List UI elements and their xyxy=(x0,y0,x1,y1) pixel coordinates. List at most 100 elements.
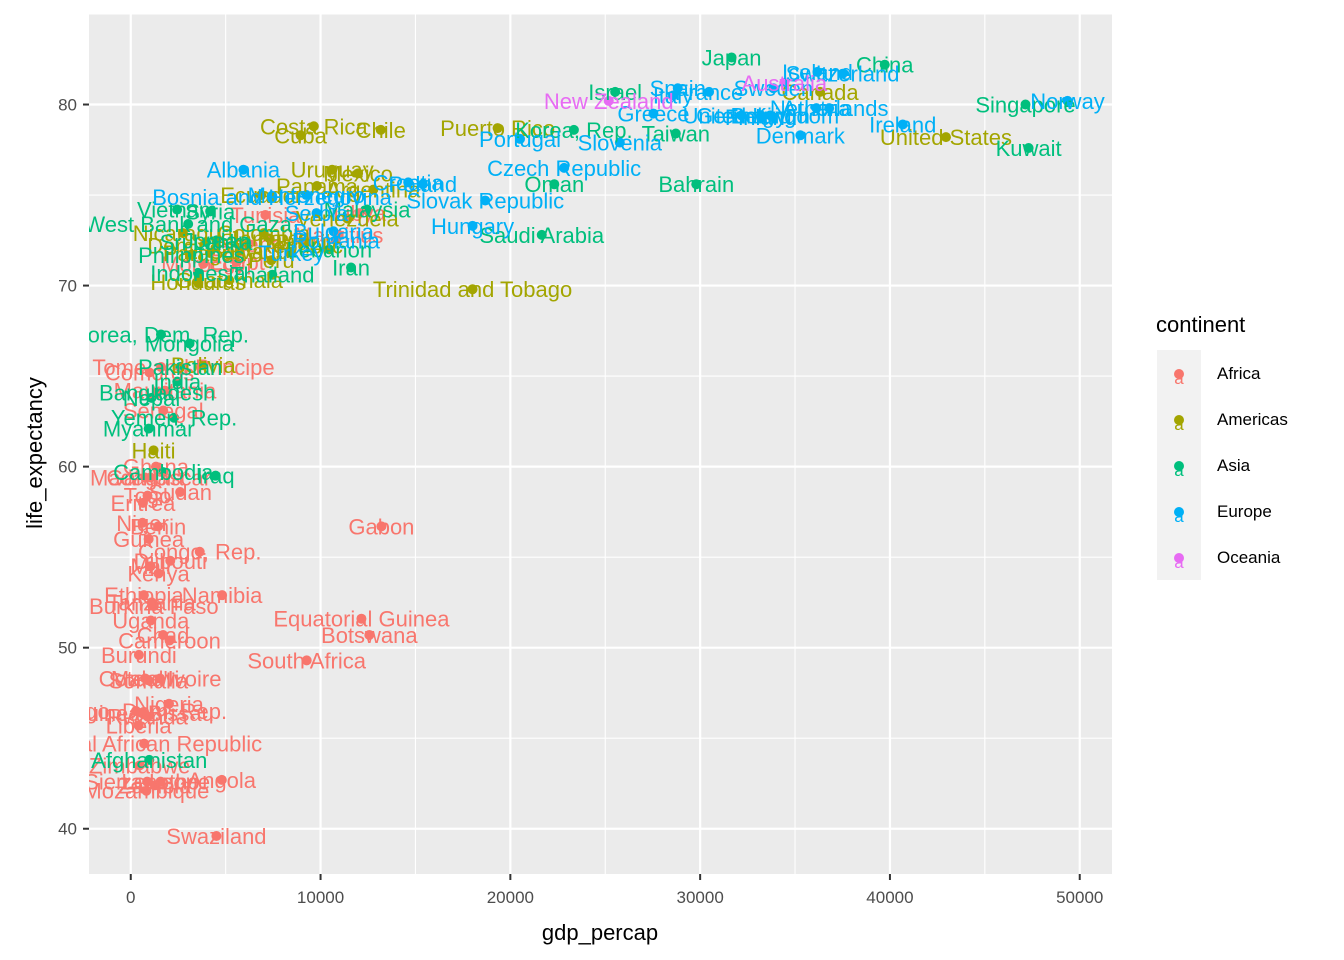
data-point xyxy=(549,179,560,190)
data-label: Vietnam xyxy=(137,198,217,223)
data-point xyxy=(184,338,195,349)
data-label: Norway xyxy=(1030,89,1105,114)
data-label: Iraq xyxy=(197,464,235,489)
data-label: United Kingdom xyxy=(683,103,840,128)
legend-label: Africa xyxy=(1217,364,1261,383)
data-label: Zimbabwe xyxy=(89,753,190,778)
data-label: Djibouti xyxy=(134,549,207,574)
data-point xyxy=(159,385,170,396)
data-point xyxy=(163,698,174,709)
data-label: Hungary xyxy=(431,214,514,239)
data-point xyxy=(177,228,188,239)
data-label: United States xyxy=(880,125,1012,150)
data-point xyxy=(308,121,319,132)
data-label: Nepal xyxy=(123,386,180,411)
data-point xyxy=(234,246,245,257)
data-label: Taiwan xyxy=(642,121,710,146)
y-tick-label: 80 xyxy=(58,96,77,115)
data-point xyxy=(165,555,176,566)
data-label: Eritrea xyxy=(111,491,177,516)
legend-point xyxy=(1174,553,1184,563)
data-label: Benin xyxy=(130,514,186,539)
data-label: Uganda xyxy=(112,609,190,634)
data-point xyxy=(193,276,204,287)
data-point xyxy=(670,128,681,139)
data-label: France xyxy=(675,80,743,105)
data-label: Burundi xyxy=(101,643,177,668)
data-point xyxy=(134,760,145,771)
data-point xyxy=(217,590,228,601)
data-point xyxy=(736,110,747,121)
data-label: Sierra Leone xyxy=(84,770,210,795)
data-label: Rwanda xyxy=(107,704,188,729)
x-tick-label: 20000 xyxy=(487,888,534,907)
data-label: Lesotho xyxy=(121,770,199,795)
data-label: Mozambique xyxy=(83,779,209,804)
data-point xyxy=(148,445,159,456)
legend-label: Americas xyxy=(1217,410,1288,429)
data-point xyxy=(301,655,312,666)
data-point xyxy=(672,83,683,94)
data-point xyxy=(266,255,277,266)
data-point xyxy=(837,68,848,79)
data-point xyxy=(133,649,144,660)
data-label: Senegal xyxy=(123,399,204,424)
data-point xyxy=(143,675,154,686)
data-label: Guinea xyxy=(113,527,185,552)
data-point xyxy=(141,785,152,796)
data-label: Thailand xyxy=(230,263,314,288)
y-axis-title: life_expectancy xyxy=(22,377,47,529)
data-label: Tunisia xyxy=(230,203,301,228)
data-label: Congo, Dem. Rep. xyxy=(45,699,227,724)
data-label: Equatorial Guinea xyxy=(273,607,450,632)
data-point xyxy=(169,412,180,423)
data-point xyxy=(940,132,951,143)
data-label: Netherlands xyxy=(770,96,889,121)
data-label: Mauritius xyxy=(294,223,383,248)
data-point xyxy=(156,362,167,373)
data-point xyxy=(1020,99,1031,110)
legend-title: continent xyxy=(1156,312,1245,337)
data-point xyxy=(142,490,153,501)
data-point xyxy=(812,66,823,77)
data-point xyxy=(286,247,297,258)
data-point xyxy=(648,108,659,119)
data-label: Myanmar xyxy=(103,417,195,442)
data-point xyxy=(614,137,625,148)
data-point xyxy=(668,90,679,101)
data-label: Algeria xyxy=(215,232,284,257)
data-label: Mauritania xyxy=(114,379,217,404)
data-label: Singapore xyxy=(975,93,1075,118)
data-labels: Algeria Angola Benin Botswana Burkina Faso Bu… xyxy=(45,45,1105,849)
data-point xyxy=(768,83,779,94)
data-point xyxy=(143,423,154,434)
data-point xyxy=(568,124,579,135)
data-label: Kenya xyxy=(127,561,190,586)
legend-label: Asia xyxy=(1217,456,1251,475)
legend-point xyxy=(1174,507,1184,517)
data-label: South Africa xyxy=(247,648,366,673)
data-point xyxy=(267,269,278,280)
data-point xyxy=(765,110,776,121)
data-point xyxy=(1023,142,1034,153)
data-point xyxy=(211,235,222,246)
data-label: Sudan xyxy=(148,480,212,505)
data-point xyxy=(155,673,166,684)
data-label: Haiti xyxy=(132,438,176,463)
data-point xyxy=(362,204,373,215)
data-label: Paraguay xyxy=(163,241,257,266)
data-point xyxy=(536,229,547,240)
data-label: Nicaragua xyxy=(133,221,234,246)
data-label: Panama xyxy=(276,174,359,199)
data-label: Argentina xyxy=(326,178,421,203)
data-point xyxy=(1062,95,1073,106)
legend-glyph: a xyxy=(1174,553,1184,572)
data-point xyxy=(142,711,153,722)
data-point xyxy=(137,517,148,528)
data-point xyxy=(149,780,160,791)
x-axis-title: gdp_percap xyxy=(542,920,658,945)
data-label: Iran xyxy=(332,255,370,280)
data-point xyxy=(146,392,157,403)
legend-glyph: a xyxy=(1174,507,1184,526)
data-point xyxy=(145,561,156,572)
